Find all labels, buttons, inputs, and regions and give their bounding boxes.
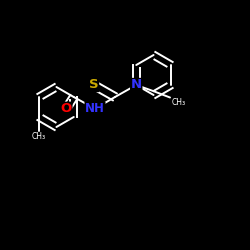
Text: CH₃: CH₃ <box>32 132 46 141</box>
Text: N: N <box>131 78 142 92</box>
Text: NH: NH <box>85 102 105 115</box>
Text: CH₃: CH₃ <box>171 98 185 107</box>
Text: S: S <box>89 78 99 92</box>
Text: O: O <box>60 102 72 115</box>
